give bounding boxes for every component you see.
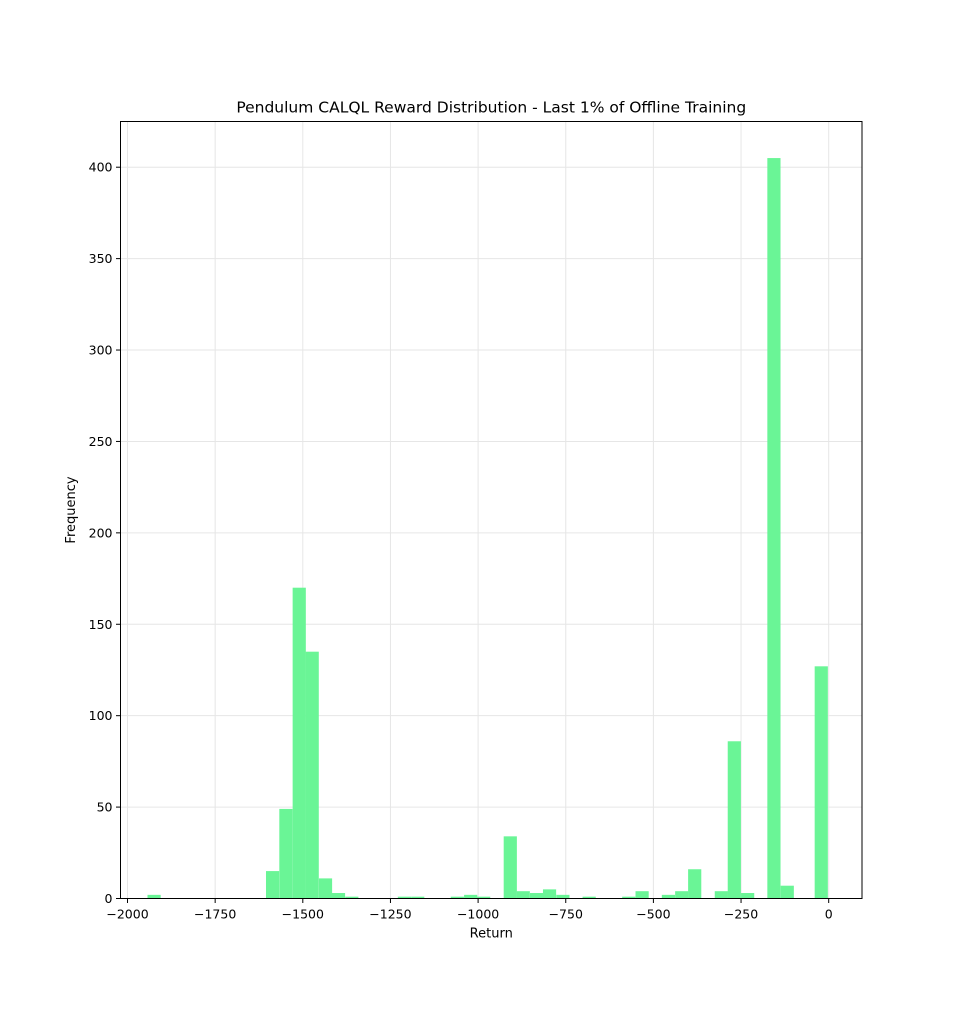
x-tick-label: −1500 <box>282 907 324 922</box>
y-tick-label: 400 <box>89 160 113 175</box>
ticks-layer: −2000 −1750 −1500 −1250 −1000 −750 −500 −250 0 0 5… <box>89 160 833 922</box>
y-tick-label: 250 <box>89 434 113 449</box>
histogram-bar <box>279 808 293 899</box>
histogram-bar <box>635 891 649 899</box>
y-tick-label: 0 <box>105 891 113 906</box>
histogram-bar <box>450 896 464 899</box>
x-tick-label: 0 <box>825 907 833 922</box>
x-tick-label: −1750 <box>194 907 236 922</box>
histogram-bar <box>542 889 557 899</box>
y-tick-label: 200 <box>89 525 113 540</box>
y-tick-label: 300 <box>89 343 113 358</box>
y-tick-label: 50 <box>97 800 113 815</box>
y-tick-label: 100 <box>89 708 113 723</box>
y-tick-label: 150 <box>89 617 113 632</box>
x-tick-label: −500 <box>636 907 670 922</box>
histogram-bar <box>265 871 280 899</box>
histogram-bar <box>661 894 675 899</box>
x-tick-label: −1250 <box>369 907 411 922</box>
y-tick-label: 350 <box>89 251 113 266</box>
histogram-bar <box>582 896 596 899</box>
y-axis-label: Frequency <box>64 476 79 543</box>
histogram-bar <box>675 891 689 899</box>
bars-layer <box>147 158 828 899</box>
chart-title: Pendulum CALQL Reward Distribution - Las… <box>236 99 746 117</box>
histogram-bar <box>688 869 702 899</box>
x-axis-label: Return <box>470 927 513 942</box>
histogram-bar <box>464 894 478 899</box>
histogram-bar <box>331 893 346 899</box>
histogram-bar <box>477 896 491 899</box>
x-tick-label: −1000 <box>457 907 499 922</box>
grid-layer <box>120 121 862 899</box>
histogram-bar <box>411 896 425 899</box>
histogram-bar <box>292 587 306 899</box>
histogram-bar <box>305 651 319 899</box>
histogram-bar <box>503 836 517 899</box>
histogram-bar <box>622 896 636 899</box>
plot-frame <box>120 121 863 899</box>
histogram-bar <box>780 885 794 899</box>
x-tick-label: −250 <box>724 907 758 922</box>
histogram-bar <box>397 896 411 899</box>
histogram-bar <box>727 741 741 899</box>
histogram-bar <box>345 896 359 899</box>
x-tick-label: −750 <box>549 907 583 922</box>
histogram-bar <box>814 666 828 899</box>
histogram-bar <box>318 878 333 899</box>
histogram-bar <box>147 894 161 899</box>
histogram-bar <box>714 891 728 899</box>
histogram-bar <box>516 891 530 899</box>
histogram-bar <box>529 893 544 899</box>
histogram-bar <box>556 894 570 899</box>
histogram-bar <box>741 893 755 899</box>
x-tick-label: −2000 <box>106 907 148 922</box>
histogram-bar <box>767 158 781 899</box>
